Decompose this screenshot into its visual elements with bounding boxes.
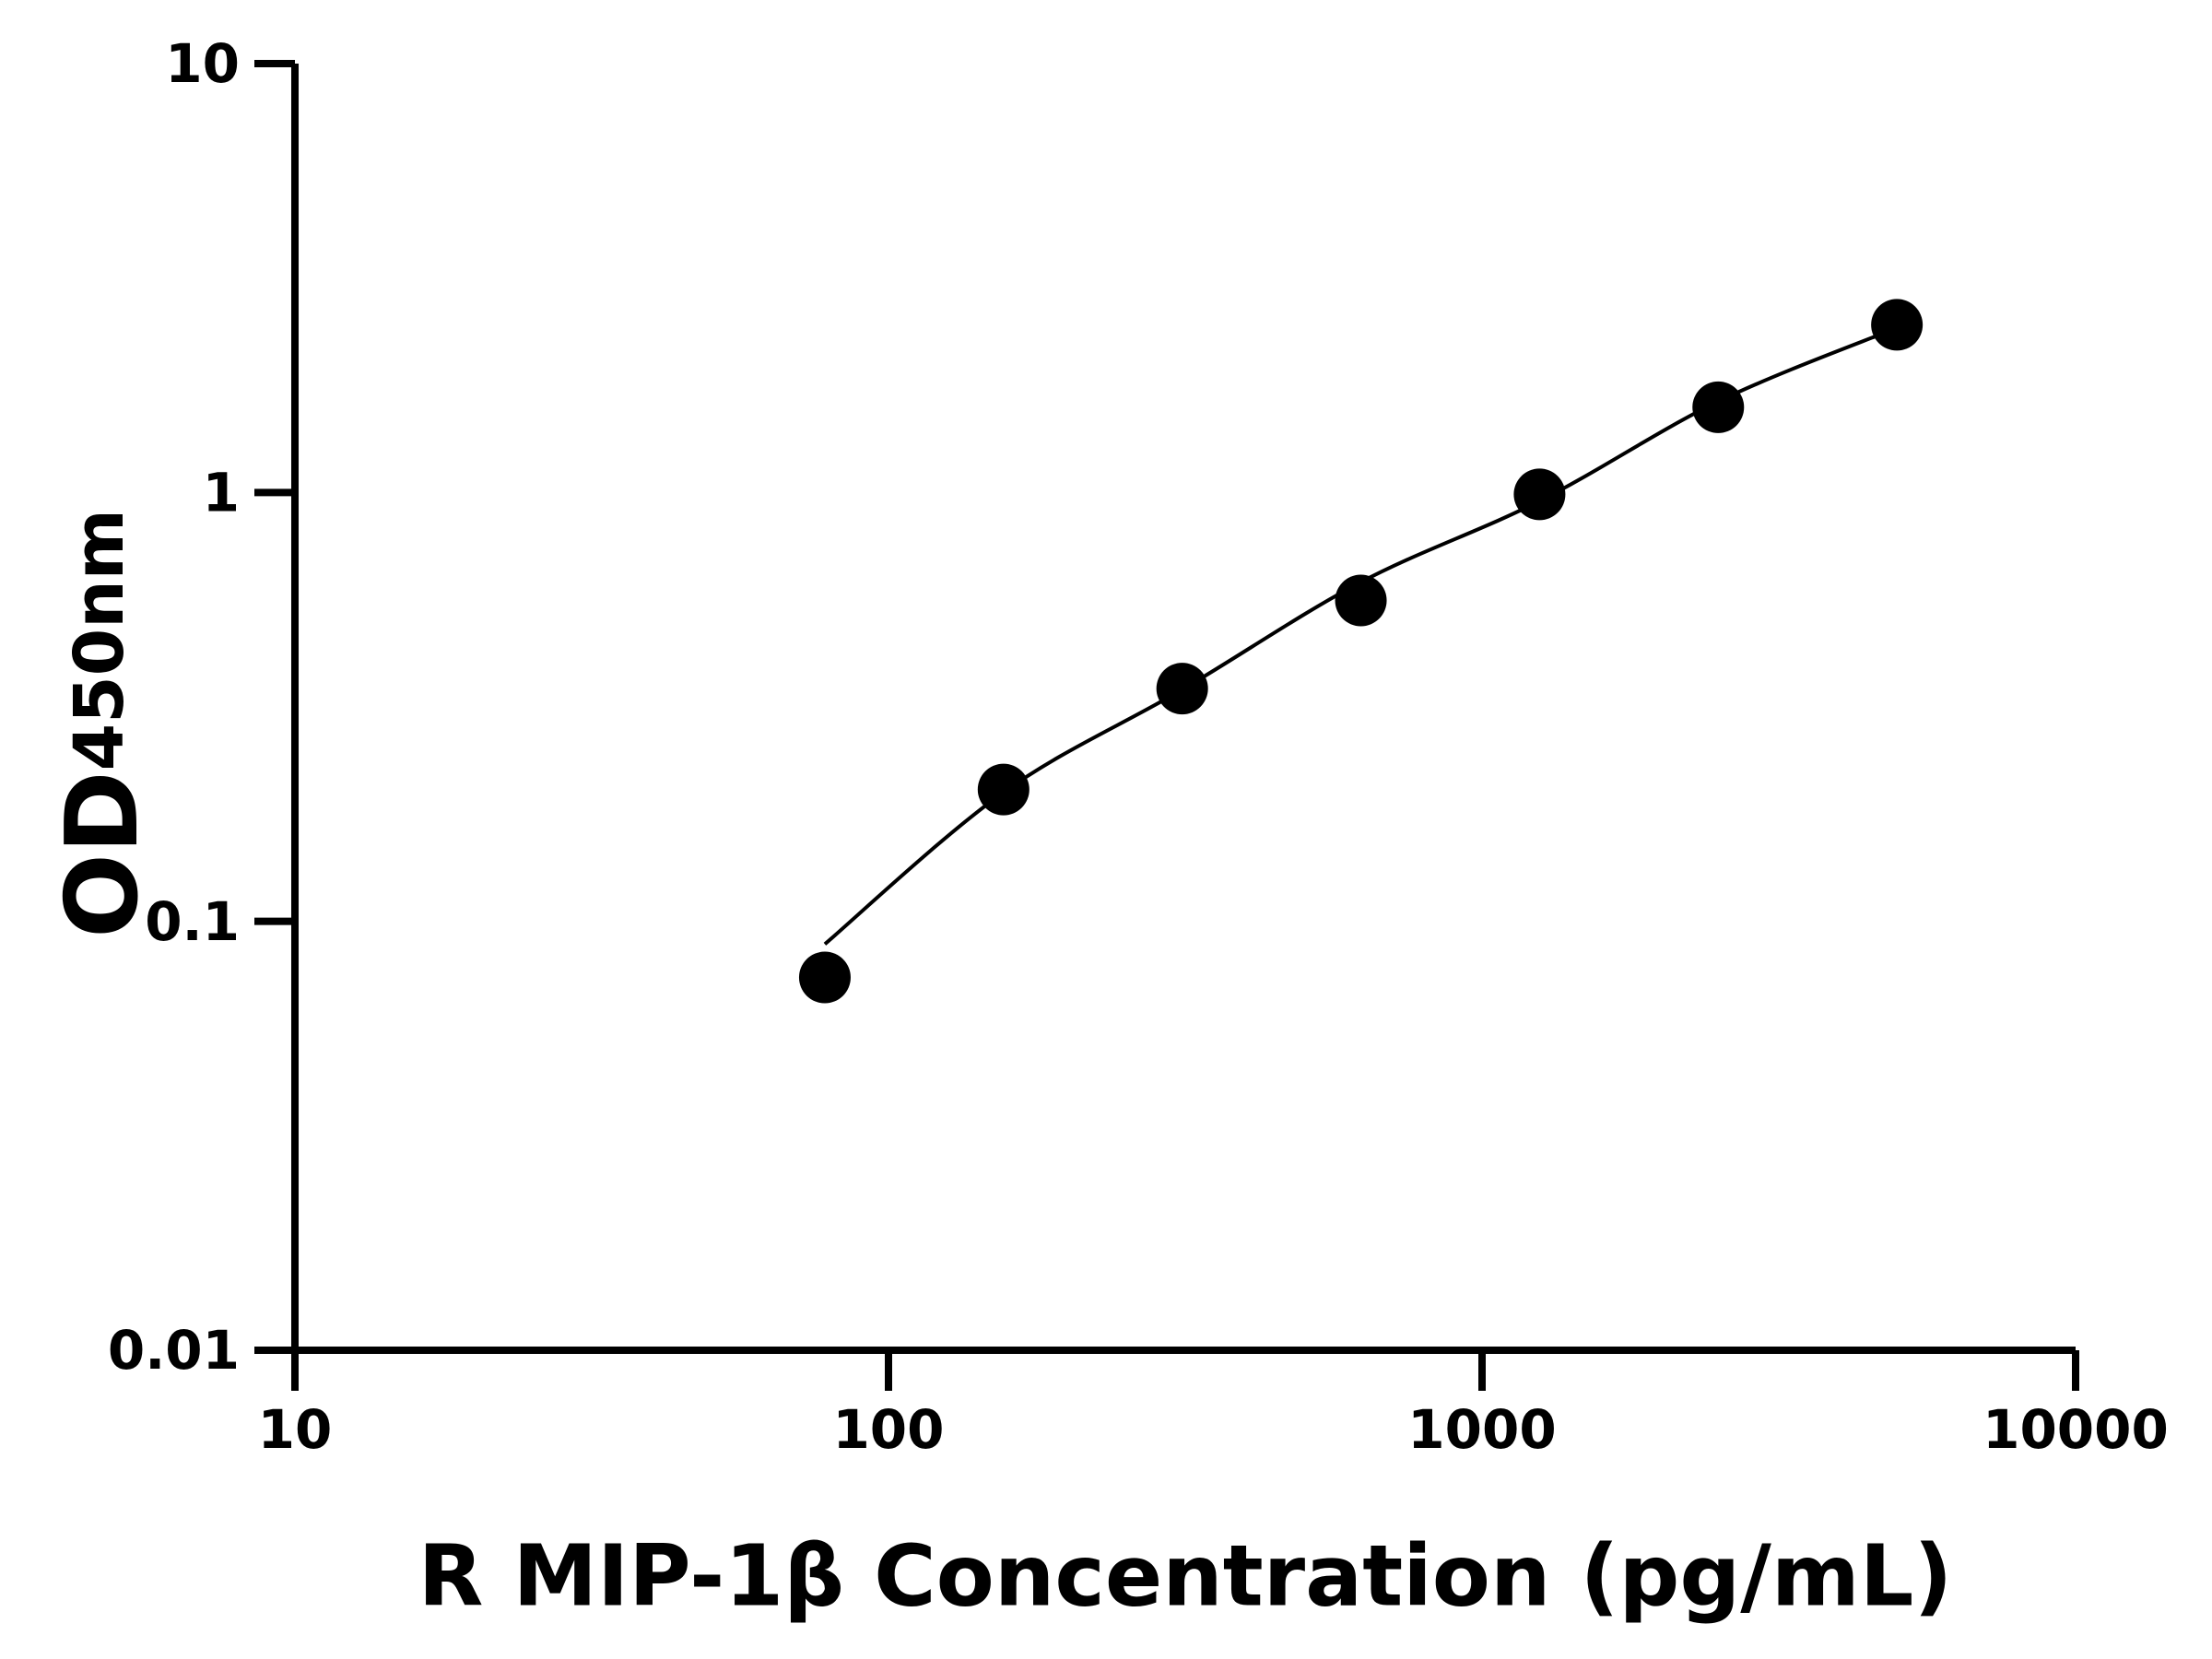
data-point — [1692, 381, 1745, 433]
x-axis-title: R MIP-1β Concentration (pg/mL) — [418, 1526, 1953, 1625]
y-axis-title-main: OD — [45, 771, 160, 937]
data-point — [1156, 663, 1208, 715]
data-point — [1513, 468, 1566, 521]
x-tick-label: 1000 — [1407, 1398, 1556, 1461]
data-point — [977, 763, 1030, 816]
data-point — [1871, 299, 1924, 351]
x-tick-label: 100 — [832, 1398, 944, 1461]
y-tick-label: 10 — [165, 32, 240, 95]
y-tick-label: 0.01 — [108, 1319, 240, 1382]
data-point — [798, 951, 851, 1004]
y-axis-title: OD450nm — [45, 509, 160, 938]
y-tick-label: 0.1 — [145, 890, 240, 953]
y-axis-title-sub: 450nm — [60, 509, 139, 771]
data-point — [1335, 574, 1387, 627]
x-tick-label: 10000 — [1983, 1398, 2169, 1461]
x-tick-label: 10 — [258, 1398, 333, 1461]
y-tick-label: 1 — [203, 461, 240, 524]
